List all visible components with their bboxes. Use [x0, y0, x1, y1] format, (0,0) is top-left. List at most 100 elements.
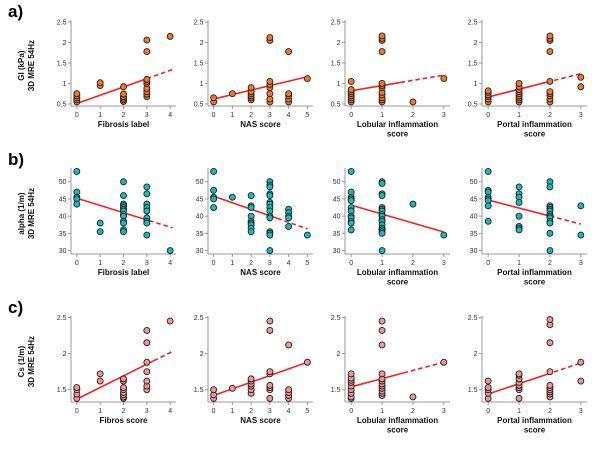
y-tick-label: 45	[196, 196, 204, 203]
trend-line-dashed	[546, 362, 582, 376]
y-axis-label-line1: alpha (1/m)	[17, 192, 27, 236]
data-point	[247, 84, 255, 92]
data-point	[210, 195, 218, 203]
x-tick-label: 1	[380, 260, 384, 267]
data-point	[143, 36, 151, 44]
data-point	[266, 90, 274, 98]
x-axis-label: NAS score	[240, 120, 281, 129]
data-point	[266, 394, 274, 402]
y-tick-label: 2.5	[57, 19, 67, 26]
data-point	[378, 48, 386, 55]
data-point	[247, 192, 255, 199]
x-tick-label: 1	[98, 260, 102, 267]
data-point	[120, 90, 127, 98]
data-point	[347, 219, 355, 227]
data-point	[120, 228, 127, 236]
data-point	[228, 384, 236, 392]
trend-line-dashed	[148, 219, 173, 229]
y-axis-label-line2: 3D MRE 54Hz	[27, 40, 36, 92]
data-point	[166, 317, 174, 325]
panel-b-label: b)	[8, 150, 25, 169]
data-point	[378, 247, 386, 255]
x-tick-label: 1	[98, 408, 102, 415]
data-point	[210, 186, 218, 194]
data-point	[546, 368, 554, 376]
panel-a-label: a)	[8, 2, 24, 21]
data-point	[285, 48, 293, 55]
data-point	[409, 393, 417, 401]
y-tick-label: 1.5	[194, 60, 204, 67]
data-point	[266, 247, 274, 255]
x-tick-label: 2	[249, 408, 253, 415]
trend-line-dashed	[400, 74, 446, 84]
y-tick-label: 40	[470, 214, 478, 221]
data-point	[546, 229, 554, 237]
y-tick-label: 45	[333, 196, 341, 203]
y-tick-label: 45	[59, 196, 67, 203]
data-point	[266, 381, 274, 389]
x-tick-label: 3	[145, 112, 149, 119]
data-point	[210, 204, 218, 212]
data-point	[143, 207, 151, 215]
data-point	[285, 90, 293, 98]
x-tick-label: 2	[411, 260, 415, 267]
x-tick-label: 1	[380, 112, 384, 119]
x-axis-label: Fibrosis label	[98, 268, 150, 277]
x-tick-label: 5	[305, 408, 309, 415]
x-tick-label: 1	[230, 112, 234, 119]
y-tick-label: 35	[470, 231, 478, 238]
data-point	[546, 77, 554, 85]
data-point	[73, 200, 81, 208]
trend-line	[487, 199, 551, 217]
data-point	[143, 75, 151, 83]
data-point	[96, 370, 104, 378]
data-point	[484, 167, 492, 175]
trend-line-dashed	[146, 68, 173, 80]
data-point	[285, 223, 293, 230]
data-point	[120, 384, 127, 391]
data-point	[484, 384, 492, 391]
y-tick-label: 35	[333, 231, 341, 238]
x-tick-label: 4	[287, 260, 291, 267]
y-tick-label: 2	[200, 40, 204, 47]
x-tick-label: 3	[268, 260, 272, 267]
data-point	[303, 75, 311, 83]
data-point	[378, 80, 386, 87]
trend-line	[76, 360, 155, 400]
y-axis-label-line1: GI (kPa)	[17, 50, 27, 82]
y-tick-label: 2	[63, 40, 67, 47]
data-point	[285, 386, 293, 394]
x-axis-label: Lobular inflammation	[357, 416, 438, 425]
y-tick-label: 45	[470, 196, 478, 203]
x-tick-label: 0	[349, 112, 353, 119]
data-point	[73, 384, 81, 391]
x-tick-label: 1	[517, 408, 521, 415]
data-point	[515, 394, 523, 402]
y-tick-label: 30	[470, 248, 478, 255]
data-point	[515, 226, 523, 234]
data-point	[96, 79, 104, 87]
y-tick-label: 1.5	[331, 387, 341, 394]
x-tick-label: 3	[579, 112, 583, 119]
data-point	[515, 212, 523, 220]
x-axis-label: score	[524, 426, 546, 435]
data-point	[378, 341, 386, 349]
x-tick-label: 0	[212, 408, 216, 415]
data-point	[577, 202, 585, 210]
data-point	[96, 228, 104, 236]
x-tick-label: 1	[380, 408, 384, 415]
x-tick-label: 5	[305, 260, 309, 267]
data-point	[546, 48, 554, 55]
x-tick-label: 3	[442, 112, 446, 119]
panel-a-y-axis-label: GI (kPa) 3D MRE 54Hz	[10, 16, 44, 116]
data-point	[546, 88, 554, 96]
data-point	[378, 370, 386, 378]
data-point	[378, 192, 386, 199]
y-axis-label-line2: 3D MRE 54Hz	[27, 188, 36, 240]
y-tick-label: 2.5	[468, 19, 478, 26]
x-tick-label: 2	[122, 408, 126, 415]
x-tick-label: 0	[75, 408, 79, 415]
y-tick-label: 1	[200, 81, 204, 88]
